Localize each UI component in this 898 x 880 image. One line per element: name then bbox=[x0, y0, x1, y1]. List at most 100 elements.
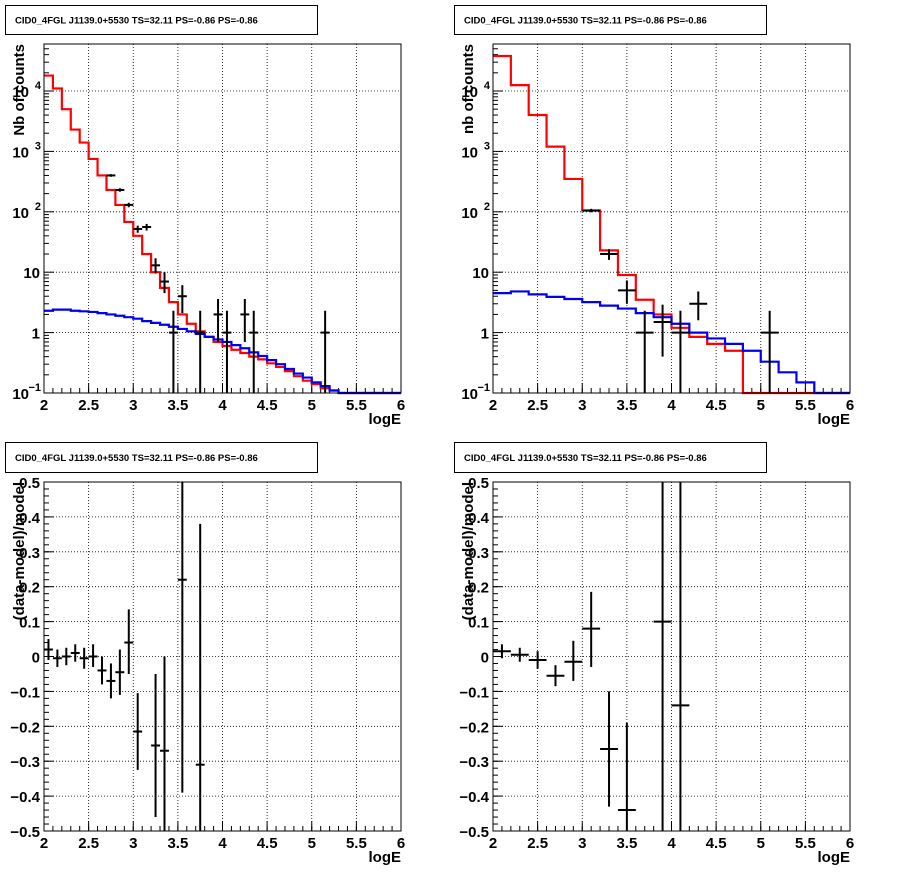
y-tick-label: 0.4 bbox=[19, 510, 41, 527]
data-point bbox=[617, 722, 636, 831]
y-tick-label: −0.1 bbox=[10, 684, 40, 701]
chart-title: CID0_4FGL J1139.0+5530 TS=32.11 PS=-0.86… bbox=[464, 16, 707, 27]
y-tick-label: −0.5 bbox=[459, 824, 489, 841]
y-tick-label: 0.2 bbox=[19, 580, 40, 597]
x-tick-label: 2 bbox=[489, 397, 497, 414]
data-point bbox=[582, 208, 601, 213]
chart-title: CID0_4FGL J1139.0+5530 TS=32.11 PS=-0.86… bbox=[15, 16, 258, 27]
plot-frame bbox=[43, 481, 402, 832]
y-tick-label: 10 bbox=[12, 205, 29, 222]
x-tick-label: 4 bbox=[667, 397, 676, 414]
y-tick-label: 10 bbox=[12, 144, 29, 161]
data-point bbox=[249, 310, 259, 393]
chart-title: CID0_4FGL J1139.0+5530 TS=32.11 PS=-0.86… bbox=[15, 453, 258, 464]
y-tick-label: 10 bbox=[461, 144, 478, 161]
data-point bbox=[97, 656, 107, 685]
y-tick-exponent: −1 bbox=[28, 382, 41, 394]
data-point bbox=[70, 644, 80, 662]
chart-title: CID0_4FGL J1139.0+5530 TS=32.11 PS=-0.86… bbox=[464, 453, 707, 464]
data-point bbox=[106, 663, 116, 699]
x-tick-label: 2 bbox=[40, 397, 48, 414]
x-tick-label: 4 bbox=[218, 835, 227, 852]
data-point bbox=[760, 310, 779, 393]
data-point bbox=[151, 673, 161, 818]
counts-plot-right: CID0_4FGL J1139.0+5530 TS=32.11 PS=-0.86… bbox=[449, 0, 898, 437]
data-point bbox=[600, 691, 618, 807]
x-tick-label: 5.5 bbox=[795, 835, 816, 852]
y-tick-label: 0.4 bbox=[468, 510, 490, 527]
x-tick-label: 4 bbox=[218, 397, 227, 414]
y-tick-label: −0.3 bbox=[459, 754, 489, 771]
x-tick-label: 6 bbox=[846, 397, 854, 414]
data-point bbox=[124, 609, 134, 674]
y-tick-label: 0.3 bbox=[468, 545, 489, 562]
x-tick-label: 3 bbox=[129, 835, 137, 852]
x-tick-label: 2.5 bbox=[78, 397, 99, 414]
data-point bbox=[617, 280, 636, 304]
data-point bbox=[653, 482, 672, 831]
x-tick-label: 6 bbox=[846, 835, 854, 852]
chart-svg: CID0_4FGL J1139.0+5530 TS=32.11 PS=-0.86… bbox=[5, 442, 405, 866]
data-point bbox=[195, 310, 205, 393]
data-point bbox=[177, 482, 187, 793]
chart-svg: CID0_4FGL J1139.0+5530 TS=32.11 PS=-0.86… bbox=[454, 442, 854, 866]
grid bbox=[493, 482, 850, 831]
x-tick-label: 4.5 bbox=[257, 397, 278, 414]
x-tick-label: 4.5 bbox=[706, 835, 727, 852]
x-tick-label: 3.5 bbox=[167, 835, 188, 852]
x-tick-label: 2.5 bbox=[78, 835, 99, 852]
x-tick-label: 3.5 bbox=[616, 397, 637, 414]
residual-plot-right: CID0_4FGL J1139.0+5530 TS=32.11 PS=-0.86… bbox=[449, 437, 898, 875]
x-tick-label: 6 bbox=[397, 397, 405, 414]
y-tick-label: −0.1 bbox=[459, 684, 489, 701]
y-tick-label: 0 bbox=[481, 650, 489, 667]
data-point bbox=[115, 188, 125, 192]
y-tick-label: 1 bbox=[32, 326, 40, 343]
x-tick-label: 2 bbox=[489, 835, 497, 852]
y-tick-label: 10 bbox=[12, 84, 29, 101]
title-box bbox=[5, 442, 318, 473]
y-tick-label: 0 bbox=[32, 650, 40, 667]
y-tick-label: 0.1 bbox=[19, 615, 40, 632]
y-tick-label: 0.5 bbox=[19, 475, 40, 492]
y-tick-label: 0.3 bbox=[19, 545, 40, 562]
data-point bbox=[582, 591, 601, 667]
model-background-line bbox=[493, 290, 850, 395]
y-tick-label: 10 bbox=[23, 265, 40, 282]
data-point bbox=[106, 174, 116, 177]
y-tick-label: 10 bbox=[472, 265, 489, 282]
y-axis-label: (data-model)/model bbox=[11, 482, 28, 620]
x-tick-label: 3 bbox=[129, 397, 137, 414]
title-box bbox=[454, 5, 767, 35]
data-point bbox=[653, 304, 672, 357]
x-tick-label: 5 bbox=[757, 835, 765, 852]
x-tick-label: 3 bbox=[578, 835, 586, 852]
y-tick-label: 0.2 bbox=[468, 580, 489, 597]
x-tick-label: 3 bbox=[578, 397, 586, 414]
data-point bbox=[160, 272, 169, 294]
data-point bbox=[133, 225, 143, 233]
y-tick-label: 10 bbox=[461, 386, 478, 403]
x-tick-label: 5 bbox=[308, 397, 316, 414]
plot-frame bbox=[492, 43, 851, 394]
y-tick-label: −0.2 bbox=[459, 719, 489, 736]
title-box bbox=[454, 442, 767, 473]
data-point bbox=[88, 644, 98, 667]
x-axis-label: logE bbox=[818, 411, 851, 428]
data-point bbox=[177, 285, 187, 314]
data-point bbox=[671, 482, 690, 831]
y-tick-exponent: 2 bbox=[35, 201, 41, 213]
title-box bbox=[5, 5, 318, 35]
data-point bbox=[168, 310, 178, 393]
data-point bbox=[79, 647, 89, 669]
y-tick-label: 10 bbox=[461, 84, 478, 101]
y-tick-label: 0.5 bbox=[468, 475, 489, 492]
y-tick-label: 1 bbox=[481, 326, 489, 343]
y-tick-label: 10 bbox=[461, 205, 478, 222]
x-tick-label: 4.5 bbox=[257, 835, 278, 852]
model-total-line bbox=[44, 74, 401, 395]
data-point bbox=[133, 693, 143, 770]
data-point bbox=[222, 310, 232, 393]
plot-frame bbox=[43, 43, 402, 394]
model-background-line bbox=[44, 308, 401, 395]
